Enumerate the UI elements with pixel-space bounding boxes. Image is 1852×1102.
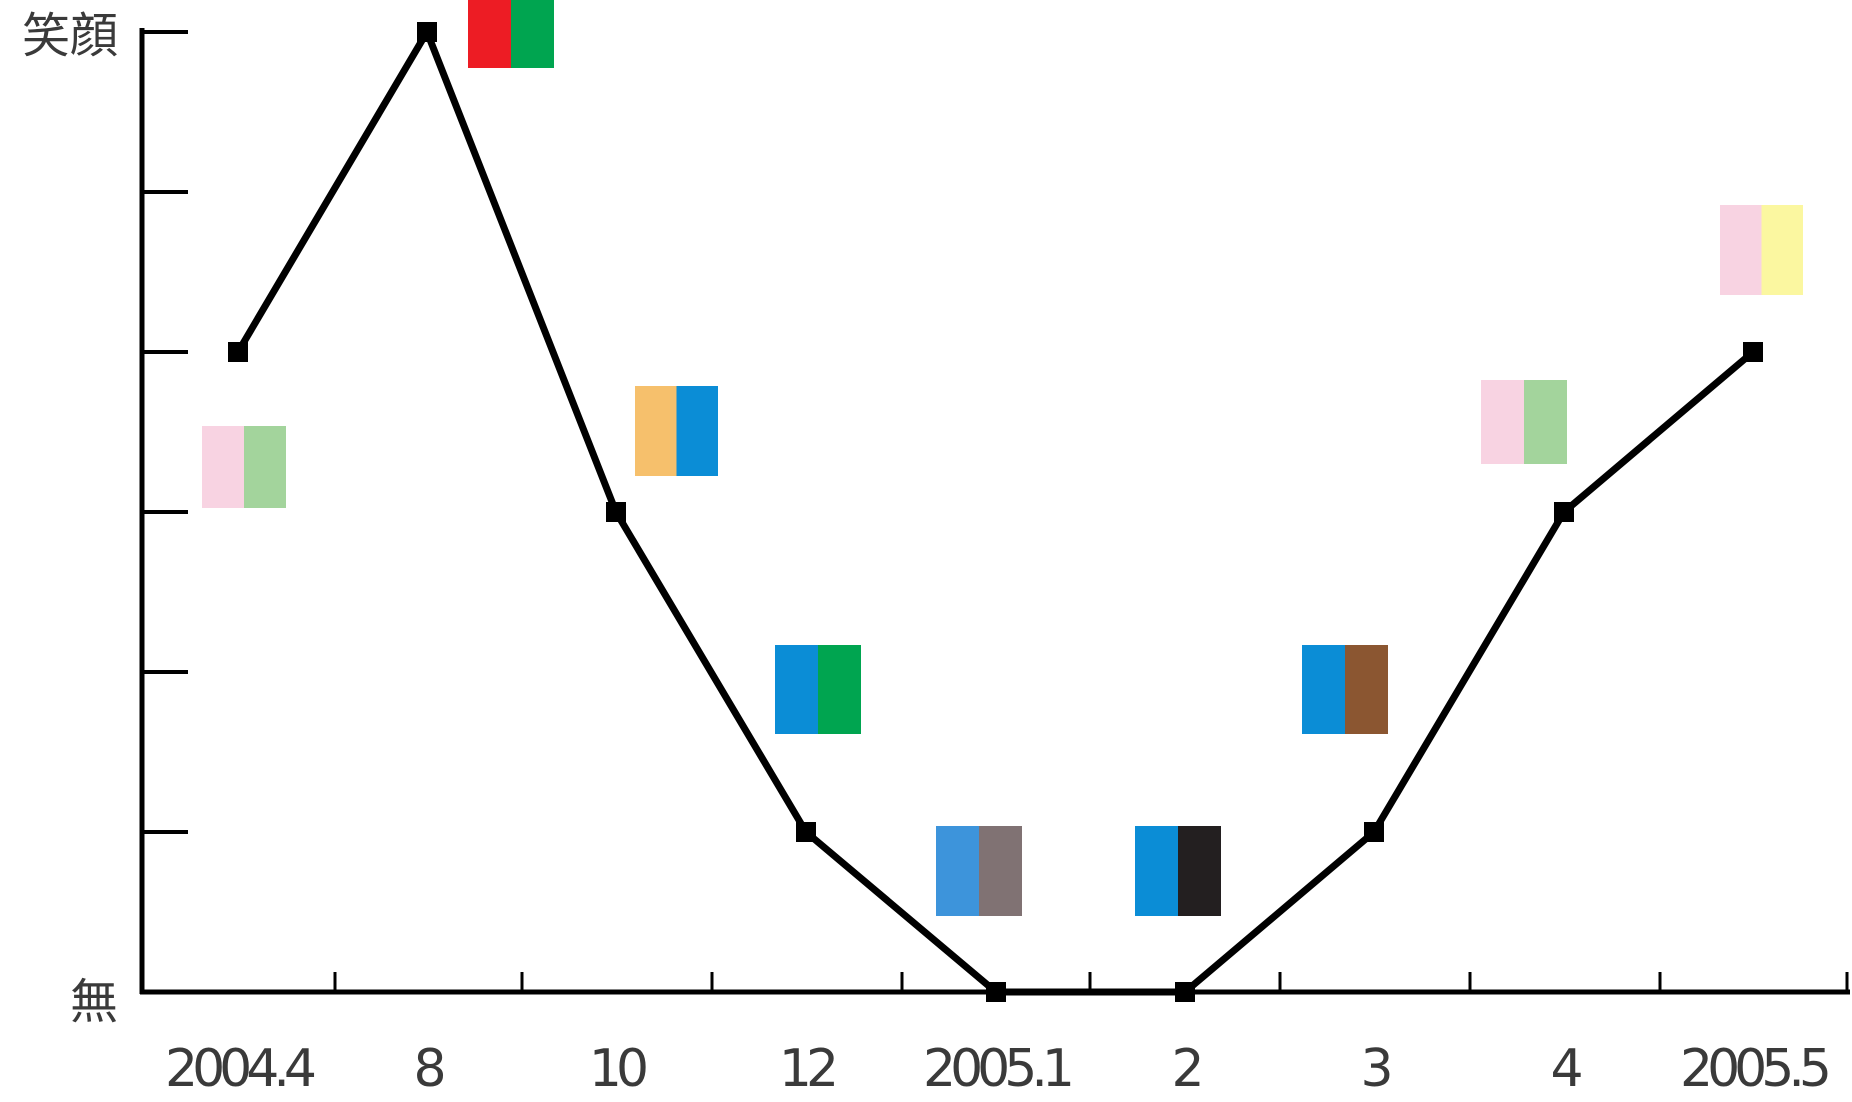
series (228, 22, 1763, 1002)
data-point-10 (606, 502, 626, 522)
swatch-color-left (1720, 205, 1762, 295)
x-tick-label: 12 (779, 1039, 834, 1099)
swatch-color-left (936, 826, 979, 916)
color-swatch-10 (635, 386, 718, 476)
color-swatch-2004.4 (202, 426, 286, 508)
swatch-color-right (511, 0, 554, 68)
swatch-color-right (1178, 826, 1221, 916)
color-swatch-2 (1135, 826, 1221, 916)
data-point-2004.4 (228, 342, 248, 362)
data-point-4 (1554, 502, 1574, 522)
color-swatch-2005.1 (936, 826, 1022, 916)
x-tick-label: 2004.4 (165, 1039, 315, 1099)
swatch-color-right (1524, 380, 1567, 464)
color-swatch-8 (468, 0, 554, 68)
x-tick-label: 2 (1171, 1039, 1199, 1099)
swatch-color-right (1345, 645, 1388, 734)
tick-labels: 笑顔 無 2004.4 8 10 12 2005.1 2 3 4 2005.5 (22, 8, 1834, 1099)
color-swatch-12 (775, 645, 861, 734)
data-point-2005.5 (1743, 342, 1763, 362)
x-tick-label: 3 (1360, 1039, 1389, 1099)
y-tick-label-top: 笑顔 (22, 8, 118, 64)
swatch-color-left (1135, 826, 1178, 916)
swatch-color-right (244, 426, 286, 508)
swatch-color-left (635, 386, 677, 476)
x-tick-label: 10 (589, 1039, 646, 1099)
swatch-color-left (775, 645, 818, 734)
data-point-8 (417, 22, 437, 42)
data-point-2005.1 (986, 982, 1006, 1002)
swatch-color-right (676, 386, 718, 476)
y-tick-label-bottom: 無 (70, 974, 118, 1030)
x-tick-label: 2005.5 (1680, 1039, 1828, 1099)
swatch-color-right (1761, 205, 1803, 295)
x-tick-label: 2005.1 (923, 1039, 1071, 1099)
color-swatches (202, 0, 1803, 916)
x-tick-label: 8 (413, 1039, 443, 1099)
swatch-color-right (979, 826, 1022, 916)
color-swatch-3 (1302, 645, 1388, 734)
color-swatch-2005.5 (1720, 205, 1803, 295)
swatch-color-left (1302, 645, 1345, 734)
data-point-3 (1364, 822, 1384, 842)
data-point-2 (1175, 982, 1195, 1002)
swatch-color-left (202, 426, 244, 508)
x-tick-label: 4 (1550, 1039, 1581, 1099)
swatch-color-right (818, 645, 861, 734)
color-swatch-4 (1481, 380, 1567, 464)
data-point-12 (796, 822, 816, 842)
swatch-color-left (1481, 380, 1524, 464)
swatch-color-left (468, 0, 511, 68)
